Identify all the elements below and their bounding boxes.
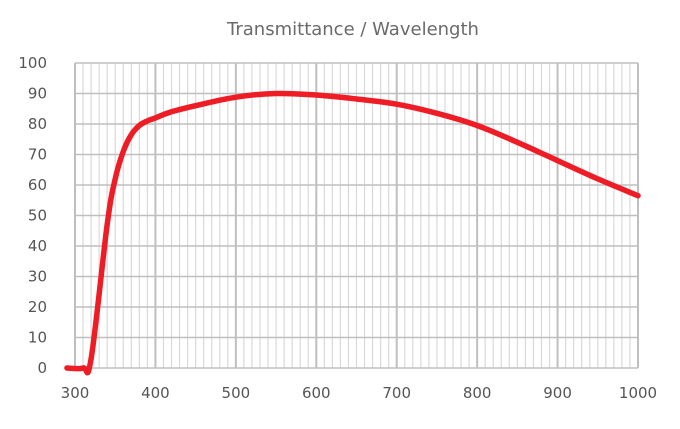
y-tick-label: 80 [28, 115, 47, 133]
y-tick-label: 100 [18, 54, 47, 72]
x-tick-label: 500 [222, 384, 251, 402]
grid [74, 62, 639, 369]
x-tick-label: 300 [61, 384, 90, 402]
y-tick-label: 20 [28, 298, 47, 316]
x-tick-label: 800 [463, 384, 492, 402]
y-tick-label: 90 [28, 85, 47, 103]
y-tick-label: 30 [28, 268, 47, 286]
y-tick-label: 40 [28, 237, 47, 255]
y-tick-label: 70 [28, 146, 47, 164]
series-layer [64, 90, 641, 376]
y-tick-label: 0 [37, 359, 47, 377]
axes: 0 10 20 30 40 50 60 70 80 90 100 300 400 500 600 700 800… [18, 54, 657, 402]
y-tick-label: 10 [28, 329, 47, 347]
y-tick-label: 60 [28, 176, 47, 194]
x-tick-label: 700 [382, 384, 411, 402]
x-tick-label: 400 [141, 384, 170, 402]
chart-title: Transmittance / Wavelength [226, 19, 479, 40]
x-tick-label: 900 [543, 384, 572, 402]
x-tick-label: 1000 [619, 384, 657, 402]
y-tick-label: 50 [28, 207, 47, 225]
transmittance-series-line [64, 90, 641, 376]
x-tick-label: 600 [302, 384, 331, 402]
